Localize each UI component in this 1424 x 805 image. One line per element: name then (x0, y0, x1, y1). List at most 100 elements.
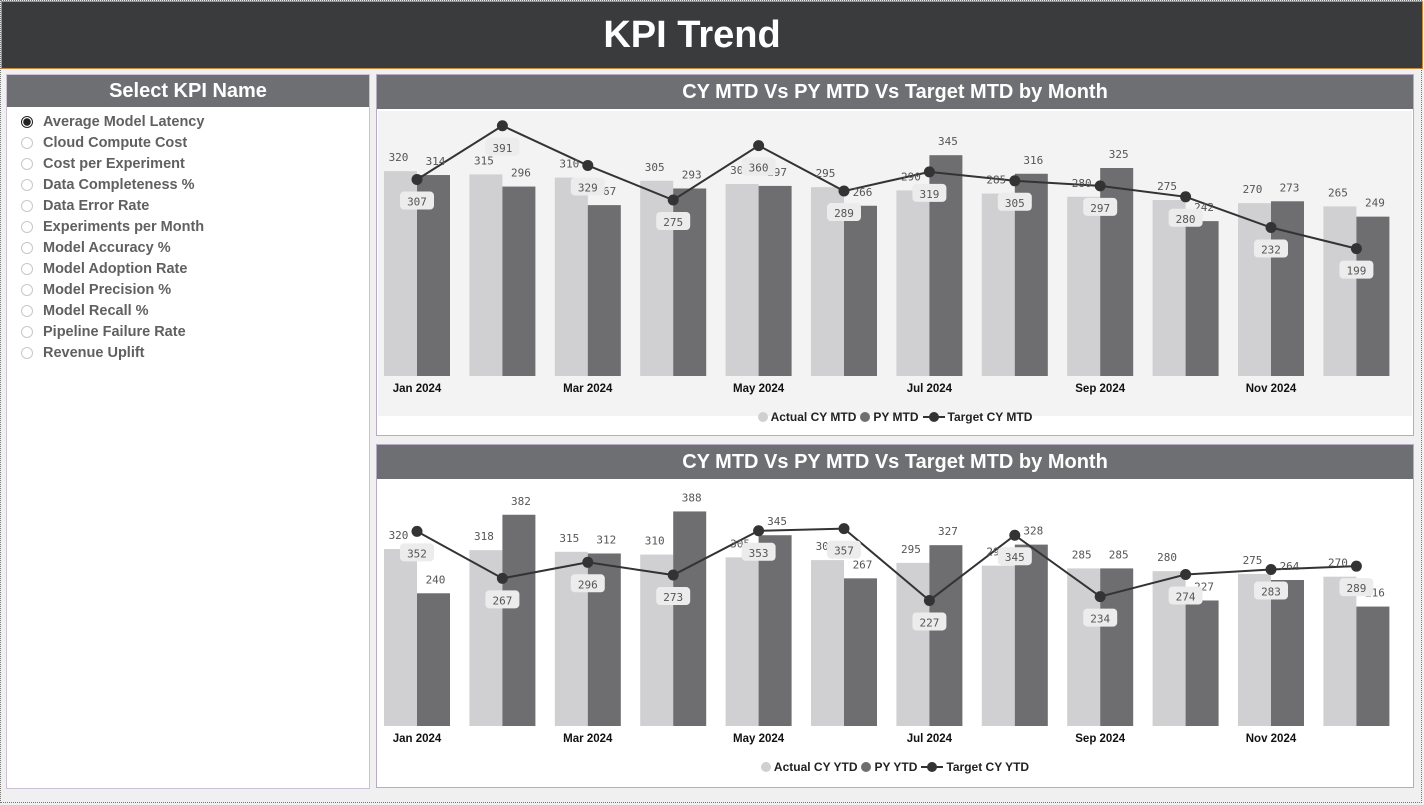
legend-item-py[interactable]: PY MTD (860, 410, 919, 424)
data-label-box (912, 612, 947, 631)
target-point (1094, 591, 1106, 603)
data-label: 307 (407, 196, 427, 209)
slicer-item[interactable]: Cost per Experiment (21, 153, 369, 174)
x-tick-label: Jan 2024 (393, 383, 442, 395)
data-label: 275 (663, 216, 683, 229)
target-point (1265, 222, 1277, 234)
legend-label: PY YTD (874, 760, 918, 774)
radio-button-icon[interactable] (21, 115, 33, 128)
target-line (416, 124, 1357, 250)
radio-button-icon[interactable] (21, 178, 33, 191)
legend-label: Actual CY MTD (770, 410, 857, 424)
slicer-item[interactable]: Model Adoption Rate (21, 258, 369, 279)
data-label-box (1083, 608, 1118, 627)
target-point (1009, 529, 1021, 541)
x-tick-label: Sep 2024 (1075, 383, 1125, 395)
slicer-item-label: Pipeline Failure Rate (43, 323, 186, 340)
x-tick-label: Mar 2024 (563, 733, 613, 745)
radio-button-icon[interactable] (21, 220, 33, 233)
target-point (1009, 175, 1021, 187)
data-label: 319 (919, 188, 939, 201)
slicer-item[interactable]: Data Error Rate (21, 195, 369, 216)
radio-button-icon[interactable] (21, 262, 33, 275)
bar-actual (469, 550, 503, 726)
bar-py (1185, 600, 1219, 726)
legend-item-py[interactable]: PY YTD (861, 760, 917, 774)
data-label: 234 (1090, 613, 1110, 626)
target-point (411, 174, 423, 186)
radio-button-icon[interactable] (21, 304, 33, 317)
header: KPI Trend (1, 1, 1423, 69)
data-label: 280 (1157, 551, 1177, 564)
data-label: 264 (1280, 560, 1300, 573)
data-label: 265 (1328, 186, 1348, 199)
bar-actual (981, 193, 1015, 376)
legend-label: Target CY MTD (947, 410, 1033, 424)
bar-actual (811, 560, 844, 726)
radio-button-icon[interactable] (21, 346, 33, 359)
slicer-item[interactable]: Cloud Compute Cost (21, 132, 369, 153)
bar-actual (1067, 196, 1101, 376)
target-point (838, 185, 850, 197)
data-label: 274 (1176, 590, 1196, 603)
data-label-box (485, 137, 520, 156)
slicer-item[interactable]: Revenue Uplift (21, 342, 369, 363)
slicer-item[interactable]: Average Model Latency (21, 111, 369, 132)
data-label: 314 (426, 155, 446, 168)
target-point (496, 120, 508, 132)
radio-button-icon[interactable] (21, 199, 33, 212)
data-label: 327 (938, 525, 958, 538)
data-label-box (997, 192, 1032, 211)
data-label: 391 (492, 142, 512, 155)
slicer-item[interactable]: Data Completeness % (21, 174, 369, 195)
x-tick-label: Jul 2024 (907, 733, 953, 745)
bar-py (1356, 606, 1390, 726)
chart-ytd: Jan 2024 Mar 2024 May 2024 Jul 2024 Sep 2024… (378, 481, 1412, 766)
page-title: KPI Trend (603, 13, 781, 56)
data-label-box (400, 191, 434, 210)
legend-item-actual[interactable]: Actual CY YTD (760, 760, 857, 774)
radio-button-icon[interactable] (21, 157, 33, 170)
data-label-box (827, 203, 861, 222)
bar-actual (896, 562, 930, 726)
data-label: 345 (938, 135, 958, 148)
data-label: 329 (578, 181, 598, 194)
data-label: 388 (682, 491, 702, 504)
radio-button-icon[interactable] (21, 325, 33, 338)
target-point (923, 594, 935, 606)
target-point (838, 523, 850, 535)
data-label: 240 (426, 573, 446, 586)
data-label: 296 (511, 167, 531, 180)
x-tick-label: Sep 2024 (1075, 733, 1125, 745)
slicer-item[interactable]: Model Accuracy % (21, 237, 369, 258)
slicer-item-label: Average Model Latency (43, 113, 205, 130)
slicer-item[interactable]: Model Precision % (21, 279, 369, 300)
data-label: 316 (1023, 154, 1043, 167)
slicer-item[interactable]: Experiments per Month (21, 216, 369, 237)
bar-py (1271, 201, 1304, 376)
data-label-box (827, 540, 861, 559)
data-label-box (656, 587, 691, 606)
radio-button-icon[interactable] (21, 241, 33, 254)
legend-actual-marker (757, 412, 768, 422)
legend-item-actual[interactable]: Actual CY MTD (757, 410, 857, 424)
legend-target-marker (921, 762, 944, 772)
radio-button-icon[interactable] (21, 136, 33, 149)
data-label-box (1254, 581, 1288, 600)
data-label: 360 (749, 162, 769, 175)
data-label: 267 (492, 594, 512, 607)
radio-button-icon[interactable] (21, 283, 33, 296)
chart-title: CY MTD Vs PY MTD Vs Target MTD by Month (377, 75, 1413, 109)
data-label: 315 (474, 154, 494, 167)
slicer-item-label: Revenue Uplift (43, 344, 145, 361)
target-point (667, 569, 679, 581)
data-label: 290 (901, 170, 921, 183)
slicer-item[interactable]: Pipeline Failure Rate (21, 321, 369, 342)
bar-actual (896, 190, 930, 376)
data-label: 285 (986, 174, 1006, 187)
slicer-item[interactable]: Model Recall % (21, 300, 369, 321)
legend-item-target[interactable]: Target CY YTD (921, 760, 1029, 774)
legend-item-target[interactable]: Target CY MTD (922, 410, 1033, 424)
chart-ytd-panel: CY MTD Vs PY MTD Vs Target MTD by Month … (376, 444, 1414, 788)
